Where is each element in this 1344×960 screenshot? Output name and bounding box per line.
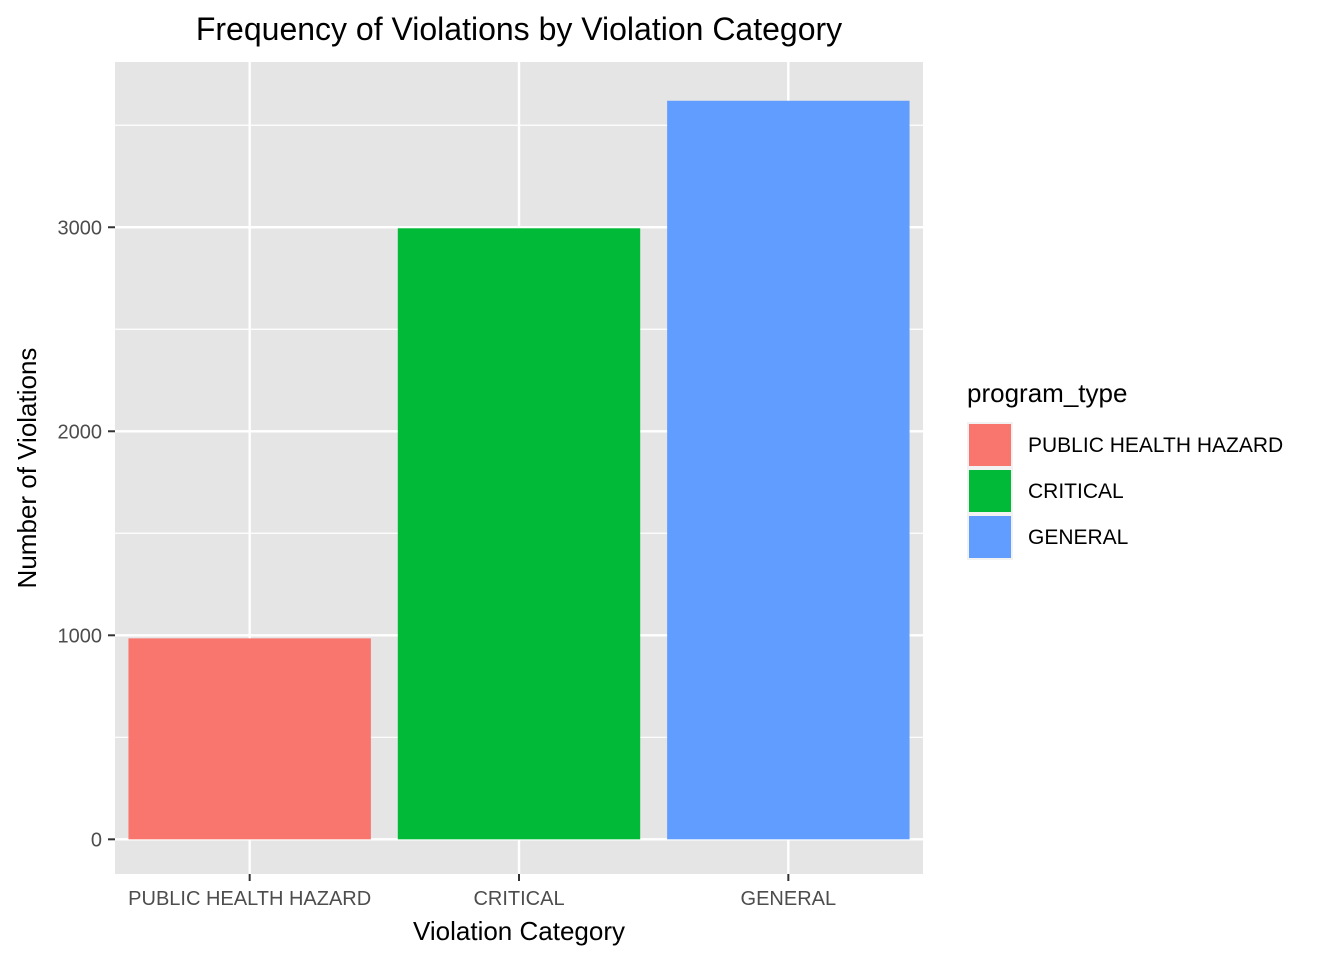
x-tick-label: PUBLIC HEALTH HAZARD [128,888,371,910]
y-axis-title: Number of Violations [12,348,42,589]
legend: program_type PUBLIC HEALTH HAZARD CRITICA… [967,378,1283,560]
chart-title: Frequency of Violations by Violation Cat… [196,11,842,47]
x-axis-title: Violation Category [413,916,625,946]
bar [128,638,371,840]
legend-label: PUBLIC HEALTH HAZARD [1028,434,1283,457]
bar [397,228,641,840]
y-tick-label: 2000 [58,421,103,443]
x-tick-label: CRITICAL [473,888,564,910]
bar [667,100,910,840]
bars [128,100,910,840]
legend-swatch [969,424,1011,466]
legend-swatch [969,470,1011,512]
legend-label: GENERAL [1028,526,1128,549]
y-axis: 0 1000 2000 3000 [58,217,115,851]
legend-swatch [969,516,1011,558]
x-axis: PUBLIC HEALTH HAZARD CRITICAL GENERAL [128,874,836,910]
y-tick-label: 1000 [58,625,103,647]
legend-title: program_type [967,378,1127,408]
y-tick-label: 0 [91,829,102,851]
y-tick-label: 3000 [58,217,103,239]
legend-label: CRITICAL [1028,480,1124,503]
x-tick-label: GENERAL [741,888,837,910]
